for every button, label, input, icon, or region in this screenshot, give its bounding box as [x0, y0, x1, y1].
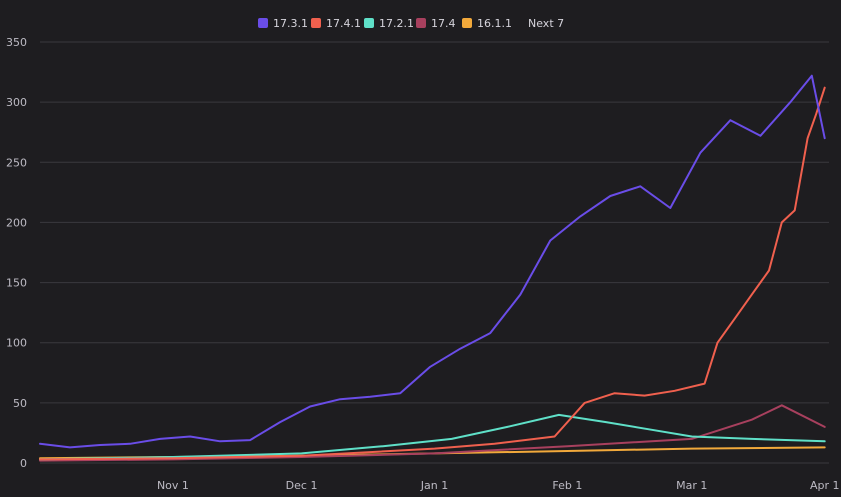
series-line [39, 413, 826, 461]
x-axis-ticks: Nov 1 Dec 1 Jan 1 Feb 1 Mar 1 Apr 1 [157, 479, 840, 492]
legend-label: Next 7 [528, 17, 564, 30]
legend-swatch [416, 18, 426, 28]
legend-label: 17.3.1 [273, 17, 308, 30]
y-tick-label: 150 [6, 277, 27, 290]
y-tick-label: 300 [6, 96, 27, 109]
x-tick-label: Apr 1 [810, 479, 840, 492]
y-tick-label: 0 [20, 457, 27, 470]
legend-label: 17.4 [431, 17, 456, 30]
legend-swatch [258, 18, 268, 28]
legend-label: 16.1.1 [477, 17, 512, 30]
y-tick-label: 350 [6, 36, 27, 49]
y-tick-label: 50 [13, 397, 27, 410]
x-tick-label: Jan 1 [420, 479, 448, 492]
series-line [39, 86, 826, 461]
series-lines [39, 74, 826, 462]
legend-label: 17.2.1 [379, 17, 414, 30]
x-tick-label: Feb 1 [552, 479, 582, 492]
grid [40, 41, 829, 464]
legend-swatch [462, 18, 472, 28]
y-tick-label: 100 [6, 337, 27, 350]
series-line [39, 74, 826, 449]
legend-swatch [311, 18, 321, 28]
series-line [39, 404, 826, 462]
legend-label: 17.4.1 [326, 17, 361, 30]
x-tick-label: Nov 1 [157, 479, 189, 492]
y-axis-ticks: 0 50 100 150 200 250 300 350 [6, 36, 27, 470]
x-tick-label: Dec 1 [286, 479, 318, 492]
x-tick-label: Mar 1 [676, 479, 707, 492]
y-tick-label: 200 [6, 216, 27, 229]
legend-swatch [364, 18, 374, 28]
y-tick-label: 250 [6, 156, 27, 169]
legend: 17.3.1 17.4.1 17.2.1 17.4 16.1.1 Next 7 [258, 17, 564, 30]
